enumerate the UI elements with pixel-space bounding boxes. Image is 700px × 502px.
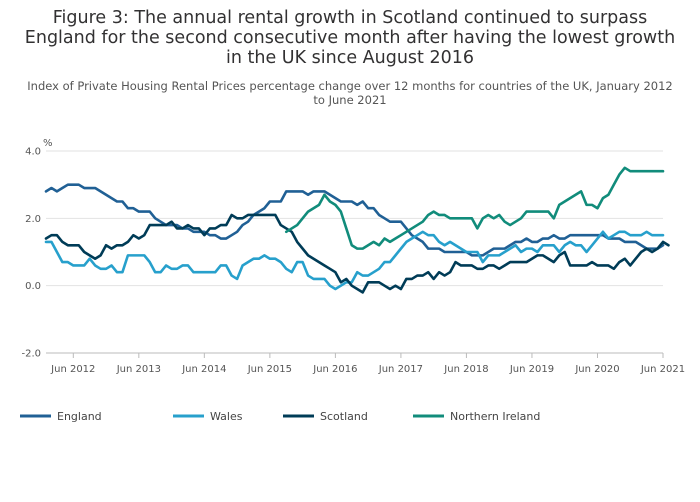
x-tick-label: Jun 2013 <box>116 364 161 375</box>
y-grid <box>46 150 663 287</box>
legend-label: England <box>57 410 102 423</box>
legend-label: Wales <box>210 410 243 423</box>
y-axis: -2.0 0.0 2.0 4.0 <box>21 147 41 360</box>
y-tick-label: 2.0 <box>25 214 41 225</box>
legend: England Wales Scotland Northern Ireland <box>20 410 540 423</box>
series-line-northern-ireland <box>284 166 665 250</box>
x-tick-label: Jun 2016 <box>312 364 357 375</box>
x-tick-label: Jun 2012 <box>50 364 95 375</box>
series-lines <box>44 166 670 294</box>
x-tick-label: Jun 2019 <box>509 364 554 375</box>
series-line-england <box>44 183 665 257</box>
legend-label: Northern Ireland <box>450 410 540 423</box>
x-tick-label: Jun 2014 <box>181 364 226 375</box>
chart-subtitle: Index of Private Housing Rental Prices p… <box>27 79 673 107</box>
y-tick-label: -2.0 <box>21 349 41 360</box>
series-line-wales <box>44 230 665 291</box>
x-tick-label: Jun 2017 <box>378 364 423 375</box>
series-line-scotland <box>44 213 670 294</box>
legend-label: Scotland <box>320 410 368 423</box>
y-tick-label: 4.0 <box>25 147 41 158</box>
y-axis-label: % <box>43 138 53 149</box>
x-tick-label: Jun 2018 <box>443 364 488 375</box>
y-tick-label: 0.0 <box>25 281 41 292</box>
x-tick-label: Jun 2015 <box>247 364 292 375</box>
x-tick-label: Jun 2020 <box>574 364 619 375</box>
chart-title: Figure 3: The annual rental growth in Sc… <box>24 8 676 68</box>
x-axis: Jun 2012 Jun 2013 Jun 2014 Jun 2015 Jun 2016… <box>50 353 685 375</box>
x-tick-label: Jun 2021 <box>640 364 685 375</box>
